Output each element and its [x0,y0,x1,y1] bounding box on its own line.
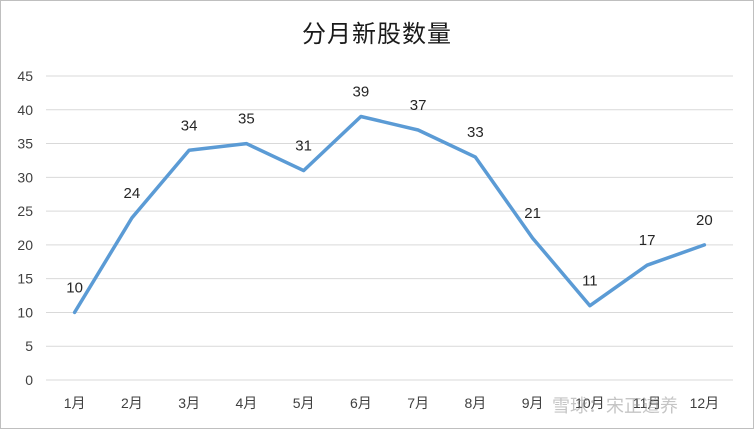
data-label: 10 [66,279,83,296]
data-label: 31 [295,138,312,155]
data-label: 21 [524,205,541,222]
y-tick-label: 10 [17,304,33,320]
x-tick-label: 8月 [464,395,486,411]
y-tick-label: 45 [17,68,33,84]
data-label: 11 [582,273,598,290]
y-tick-label: 20 [17,237,33,253]
grid-lines [46,75,733,381]
x-tick-label: 2月 [121,395,143,411]
x-tick-label: 3月 [178,395,200,411]
x-tick-label: 11月 [633,395,662,411]
x-tick-label: 10月 [575,395,605,411]
y-tick-label: 0 [25,372,33,388]
data-label: 33 [467,124,484,141]
x-tick-label: 4月 [235,395,257,411]
y-tick-label: 5 [25,338,33,354]
y-tick-label: 35 [17,136,33,152]
y-axis-ticks: 0 5 10 15 20 25 30 35 40 45 [17,68,33,388]
chart-title: 分月新股数量 [302,20,452,48]
x-tick-label: 9月 [522,395,544,411]
x-tick-label: 5月 [293,395,315,411]
x-tick-label: 6月 [350,395,372,411]
data-labels: 10 24 34 35 31 39 37 33 21 11 17 20 [66,84,712,297]
data-label: 39 [353,84,370,101]
data-label: 35 [238,111,255,128]
data-label: 37 [410,97,427,114]
data-label: 24 [124,185,141,202]
data-label: 34 [181,117,198,134]
y-tick-label: 30 [17,169,33,185]
x-tick-label: 12月 [690,395,720,411]
y-tick-label: 25 [17,203,33,219]
series-line [72,114,707,315]
data-label: 17 [639,232,656,249]
watermark: 雪球：宋正道养 [552,396,678,417]
x-tick-label: 1月 [64,395,86,411]
data-label: 20 [696,212,713,229]
y-tick-label: 40 [17,102,33,118]
x-tick-label: 7月 [407,395,429,411]
y-tick-label: 15 [17,271,33,287]
x-axis-ticks: 1月 2月 3月 4月 5月 6月 7月 8月 9月 10月 11月 12月 [64,395,719,411]
